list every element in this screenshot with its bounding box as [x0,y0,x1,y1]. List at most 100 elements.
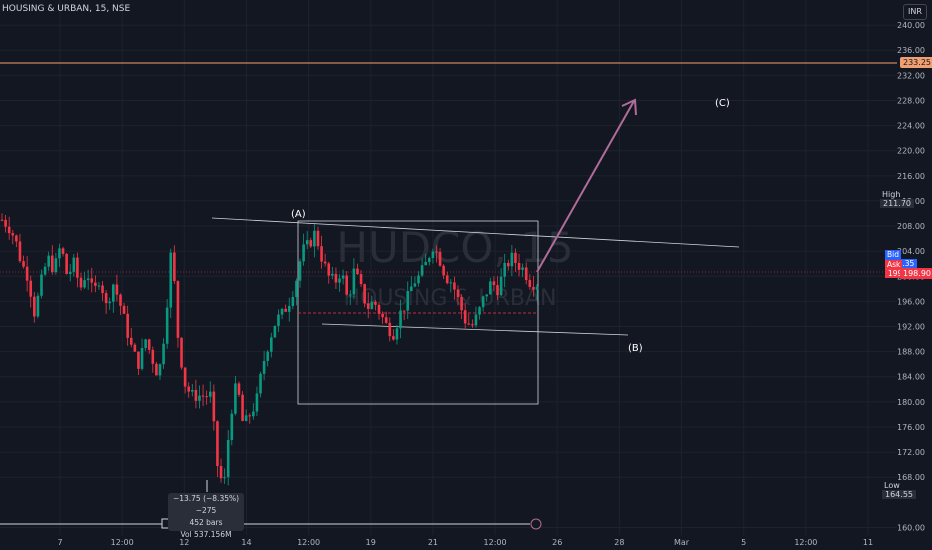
candle-body [359,274,363,285]
candle-body [356,268,359,275]
candle-body [273,325,277,338]
candle-body [406,291,410,311]
candle-body [463,310,467,324]
y-tick-label-15: 180.00 [897,398,925,407]
candle-body [485,294,489,297]
candle-body [101,285,104,294]
candle-body [212,391,216,422]
candle-body [198,395,201,401]
candle-body [524,267,528,281]
candle-body [65,253,68,275]
candle-body [208,391,212,397]
y-tick-label-4: 224.00 [897,122,925,131]
candle-body [363,284,366,304]
wave-labels: (A) (B) (C) [291,98,730,354]
candle-body [216,421,219,466]
candle-body [11,233,15,236]
candle-body [176,281,180,338]
candle-body [126,313,129,338]
candle-body [327,263,331,276]
lower-trendline [321,323,629,336]
candle-body [40,274,43,296]
candle-body [119,294,122,306]
candle-body [453,282,456,290]
candle-body [83,280,86,288]
candle-body [94,282,97,286]
x-tick-label-6: 21 [428,538,438,547]
candle-body [402,310,406,312]
candle-body [47,255,50,267]
y-tick-label-14: 184.00 [897,373,925,382]
candle-body [341,275,345,279]
candle-body [395,328,399,340]
candle-body [0,219,4,221]
y-tick-label-11: 196.00 [897,297,925,306]
y-tick-label-1: 236.00 [897,46,925,55]
low-tag: Low 164.55 [882,481,932,499]
y-tick-label-13: 188.00 [897,348,925,357]
candle-body [431,251,435,259]
currency-button[interactable]: INR [903,4,927,20]
projection-arrow [536,100,635,273]
upper-trendline [211,217,740,248]
candle-body [151,349,155,364]
measure-volume: Vol 537.156M [180,530,232,539]
x-tick-label-9: 28 [614,538,624,547]
candle-body [180,337,183,368]
candle-body [284,308,287,312]
ask-label: Ask [885,260,903,269]
x-tick-label-13: 11 [863,538,873,547]
candle-body [90,278,94,283]
candle-body [72,257,76,272]
candle-body [298,261,302,281]
y-tick-label-3: 228.00 [897,96,925,105]
candle-body [33,296,36,317]
candle-body [7,226,11,234]
chart-grid [0,0,897,535]
projection-arrowhead [621,98,637,116]
candle-body [417,275,420,284]
candle-body [313,230,316,247]
y-tick-label-6: 216.00 [897,172,925,181]
candle-body [420,265,424,276]
candle-body [388,322,392,337]
candle-body [241,394,244,421]
candle-body [510,252,514,267]
candle-body [467,323,471,325]
x-tick-label-11: 5 [741,538,746,547]
last-price-tag: 198.90 [900,268,932,279]
measure-change: −13.75 (−8.35%) −275 [172,494,240,515]
candle-body [503,262,506,277]
candle-body [58,248,61,259]
candle-body [377,304,381,314]
symbol-header: HOUSING & URBAN, 15, NSE [2,4,131,14]
candle-body [255,393,259,412]
candle-body [68,271,72,275]
jump-to-realtime-icon[interactable] [530,518,542,530]
candle-body [122,305,126,314]
candle-body [338,278,341,283]
candle-body [43,266,47,275]
candle-body [54,258,58,273]
y-tick-label-19: 160.00 [897,523,925,532]
candle-body [381,313,384,318]
candle-body [442,265,445,276]
candle-body [76,257,79,278]
candle-body [496,285,499,296]
candle-body [514,252,517,264]
candle-body [104,293,108,304]
candle-body [252,411,255,417]
y-tick-label-8: 208.00 [897,222,925,231]
candle-body [435,251,438,253]
candle-body [219,465,223,479]
high-label: High [880,190,903,199]
candle-body [445,275,449,284]
candle-body [489,281,492,295]
candle-body [36,295,40,317]
candle-body [155,363,158,376]
candle-body [410,286,413,292]
candle-body [25,266,29,281]
x-tick-label-7: 12:00 [484,538,507,547]
candle-body [413,283,417,287]
